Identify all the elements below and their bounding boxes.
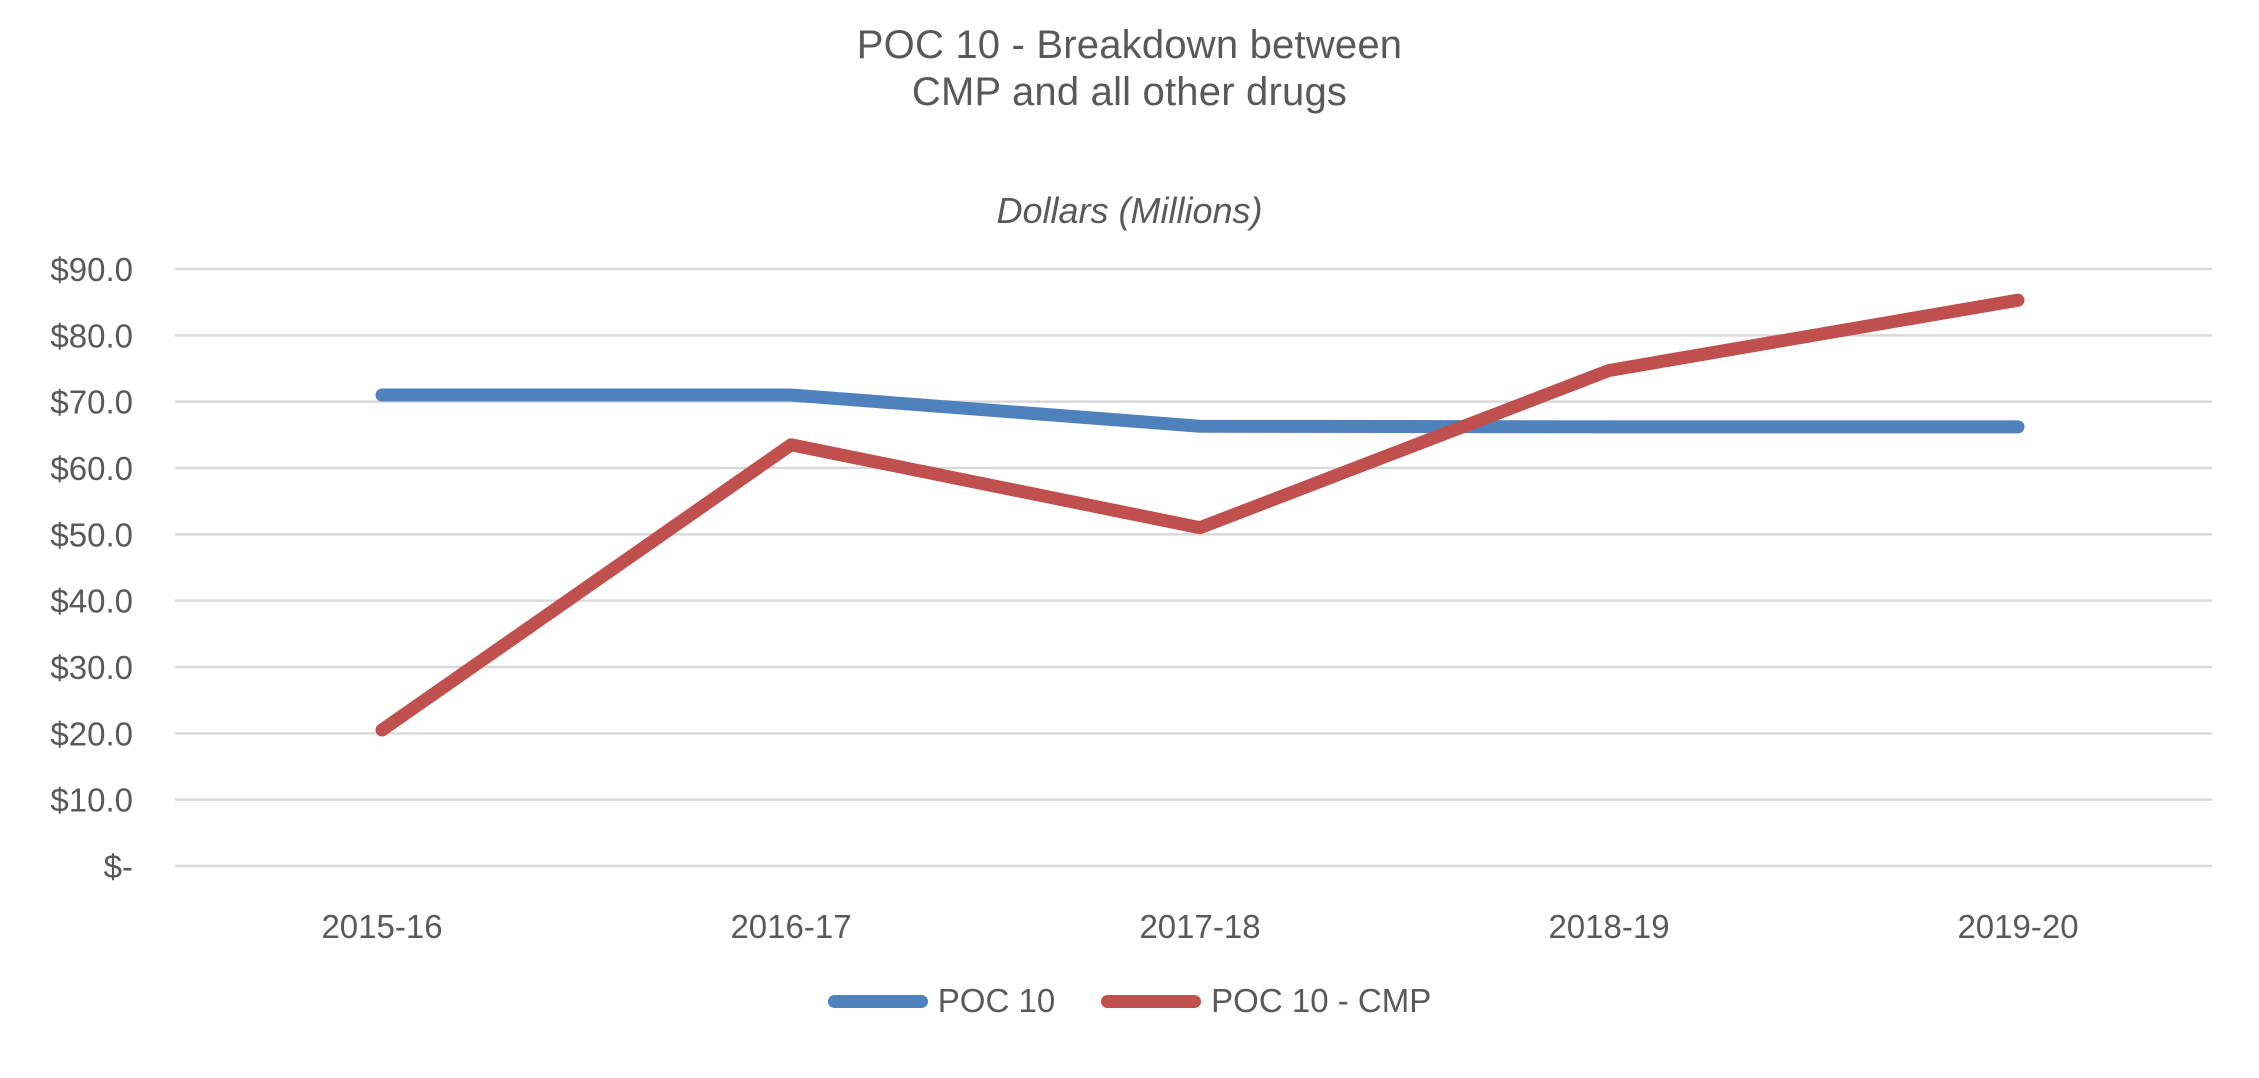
y-axis-tick-label: $60.0: [50, 450, 133, 487]
legend-label: POC 10: [937, 982, 1056, 1019]
y-axis-tick-label: $40.0: [50, 583, 133, 620]
y-axis-tick-label: $30.0: [50, 649, 133, 686]
y-axis-tick-label: $20.0: [50, 715, 133, 752]
chart-subtitle: Dollars (Millions): [996, 190, 1263, 231]
x-axis-category-label: 2015-16: [321, 908, 442, 945]
x-axis-category-label: 2019-20: [1957, 908, 2078, 945]
y-axis-tick-label: $-: [104, 848, 133, 885]
y-axis-tick-label: $90.0: [50, 251, 133, 288]
series-line-poc-10-cmp: [375, 293, 2025, 737]
x-axis-category-label: 2018-19: [1548, 908, 1669, 945]
legend-label: POC 10 - CMP: [1211, 982, 1432, 1019]
y-axis-tick-label: $70.0: [50, 384, 133, 421]
legend-swatch-blue-line: [827, 994, 928, 1008]
chart-title-line-2: CMP and all other drugs: [911, 70, 1348, 115]
y-axis-tick-label: $80.0: [50, 317, 133, 354]
x-axis-category-label: 2016-17: [730, 908, 851, 945]
series-line-poc-10: [375, 388, 2025, 434]
legend-swatch-red-line: [1101, 994, 1202, 1008]
x-axis-category-label: 2017-18: [1139, 908, 1260, 945]
legend: POC 10 POC 10 - CMP: [0, 982, 2259, 1020]
legend-item-poc10-cmp: POC 10 - CMP: [1101, 982, 1431, 1020]
chart-title-line-1: POC 10 - Breakdown between: [856, 23, 1403, 67]
legend-item-poc10: POC 10: [827, 982, 1056, 1020]
chart-title: POC 10 - Breakdown between CMP and all o…: [0, 22, 2259, 116]
y-axis-tick-label: $10.0: [50, 782, 133, 819]
y-axis-tick-label: $50.0: [50, 516, 133, 553]
